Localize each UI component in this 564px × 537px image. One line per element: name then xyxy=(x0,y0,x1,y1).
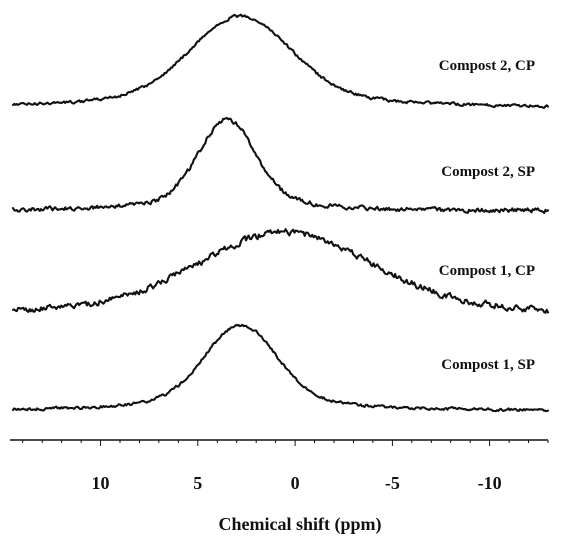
x-tick-label: -5 xyxy=(385,473,400,493)
spectrum-line-4 xyxy=(11,323,550,413)
x-tick-label: 10 xyxy=(92,473,110,493)
spectrum-line-2 xyxy=(11,116,550,214)
series-labels: Compost 2, CP Compost 2, SP Compost 1, CP C… xyxy=(439,58,535,373)
x-tick-labels: 10 5 0 -5 -10 xyxy=(92,473,502,493)
series-label-3: Compost 1, CP xyxy=(439,263,535,279)
x-tick-label: 0 xyxy=(291,473,300,493)
spectra-layer xyxy=(11,13,550,413)
x-tick-label: 5 xyxy=(193,473,202,493)
series-label-2: Compost 2, SP xyxy=(441,164,535,180)
x-axis xyxy=(10,439,549,446)
spectrum-line-1 xyxy=(11,13,550,109)
x-axis-title: Chemical shift (ppm) xyxy=(219,514,382,535)
x-tick-label: -10 xyxy=(478,473,502,493)
spectrum-line-3 xyxy=(11,228,550,314)
series-label-1: Compost 2, CP xyxy=(439,58,535,74)
series-label-4: Compost 1, SP xyxy=(441,357,535,373)
